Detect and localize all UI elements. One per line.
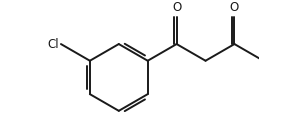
Text: O: O xyxy=(172,1,181,14)
Text: O: O xyxy=(230,1,239,14)
Text: Cl: Cl xyxy=(47,38,59,51)
